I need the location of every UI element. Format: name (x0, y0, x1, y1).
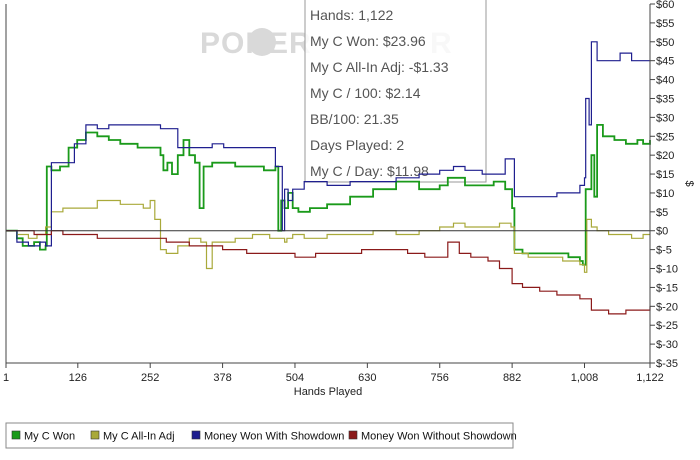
legend-swatch-4 (348, 430, 358, 440)
y-tick-label: $-5 (656, 245, 672, 257)
x-tick-label: 504 (286, 372, 304, 384)
watermark-chip-icon (248, 28, 276, 56)
y-tick-label: $60 (656, 0, 674, 11)
y-tick-label: $-30 (656, 339, 678, 351)
tooltip-days-played: Days Played: 2 (310, 137, 404, 153)
x-tick-label: 630 (358, 372, 376, 384)
y-tick-label: $-10 (656, 264, 678, 276)
series-layer (6, 41, 651, 315)
legend-label-2: My C All-In Adj (103, 431, 175, 443)
tooltip-hands: Hands: 1,122 (310, 7, 393, 23)
y-tick-label: $50 (656, 37, 674, 49)
y-tick-label: $5 (656, 207, 668, 219)
legend-label-1: My C Won (24, 431, 75, 443)
y-tick-label: $0 (656, 226, 668, 238)
y-tick-label: $-15 (656, 282, 678, 294)
y-tick-label: $30 (656, 112, 674, 124)
series-line-2 (6, 199, 650, 273)
x-tick-label: 252 (141, 372, 159, 384)
x-tick-label: 756 (431, 372, 449, 384)
x-tick-label: 126 (69, 372, 87, 384)
series-line-4 (6, 230, 651, 315)
tooltip-my-c-per-100: My C / 100: $2.14 (310, 85, 421, 101)
series-line-3 (6, 41, 650, 247)
y-tick-label: $-25 (656, 320, 678, 332)
y-tick-label: $25 (656, 131, 674, 143)
tooltip-my-c-per-day: My C / Day: $11.98 (310, 163, 429, 179)
x-tick-label: 1 (3, 372, 9, 384)
y-axis-title: $ (683, 180, 695, 186)
y-tick-label: $35 (656, 93, 674, 105)
y-tick-label: $20 (656, 150, 674, 162)
legend-box (5, 422, 514, 449)
legend: My C Won My C All-In Adj Money Won With Sh… (5, 422, 517, 449)
y-tick-label: $40 (656, 75, 674, 87)
y-tick-label: $-35 (656, 358, 678, 370)
x-tick-label: 882 (503, 372, 521, 384)
x-tick-label: 1,008 (571, 372, 599, 384)
legend-label-4: Money Won Without Showdown (361, 431, 517, 443)
legend-swatch-1 (11, 430, 21, 440)
tooltip-my-c-won: My C Won: $23.96 (310, 33, 426, 49)
y-tick-label: $45 (656, 56, 674, 68)
legend-swatch-3 (191, 430, 201, 440)
tooltip: Hands: 1,122 My C Won: $23.96 My C All-I… (304, 0, 487, 183)
y-tick-label: $-20 (656, 301, 678, 313)
x-axis-title: Hands Played (294, 386, 363, 398)
legend-label-3: Money Won With Showdown (204, 431, 344, 443)
x-tick-label: 378 (213, 372, 231, 384)
axes-layer: $60 $55 $50 $45 $40 $35 $30 $25 $20 $15 $10 $5 $0 $-5… (3, 0, 695, 398)
tooltip-box (304, 0, 487, 183)
y-tick-label: $55 (656, 18, 674, 30)
tooltip-all-in-adj: My C All-In Adj: -$1.33 (310, 59, 449, 75)
tooltip-bb-per-100: BB/100: 21.35 (310, 111, 399, 127)
x-tick-label: 1,122 (636, 372, 664, 384)
y-tick-label: $10 (656, 188, 674, 200)
legend-swatch-2 (90, 430, 100, 440)
y-tick-label: $15 (656, 169, 674, 181)
